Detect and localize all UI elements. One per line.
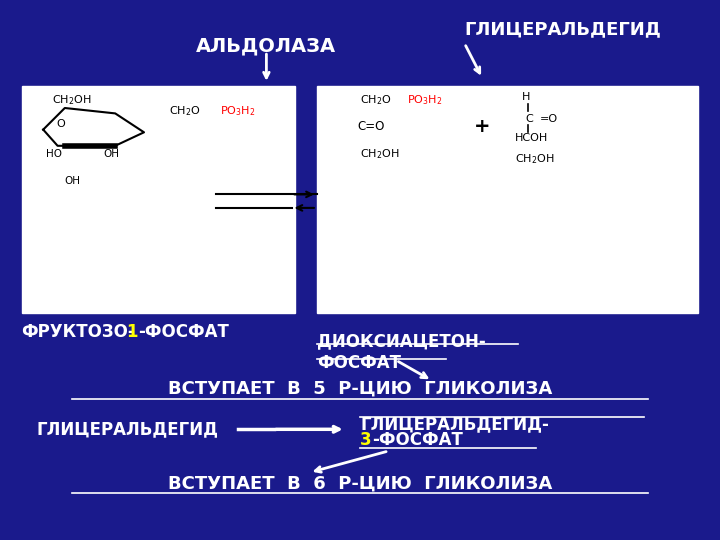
Text: =O: =O: [540, 114, 558, 124]
Text: HO: HO: [46, 149, 62, 159]
Text: ДИОКСИАЦЕТОН-
ФОСФАТ: ДИОКСИАЦЕТОН- ФОСФАТ: [317, 332, 485, 372]
Text: CH$_2$OH: CH$_2$OH: [360, 147, 400, 161]
Text: OH: OH: [104, 149, 120, 159]
Text: CH$_2$OH: CH$_2$OH: [53, 93, 91, 107]
Text: ГЛИЦЕРАЛЬДЕГИД-: ГЛИЦЕРАЛЬДЕГИД-: [360, 415, 549, 433]
Text: 1: 1: [126, 323, 138, 341]
Text: CH$_2$O: CH$_2$O: [360, 93, 392, 107]
Text: HCOH: HCOH: [515, 133, 548, 143]
Text: C: C: [526, 114, 533, 124]
Text: +: +: [474, 117, 490, 137]
Text: ГЛИЦЕРАЛЬДЕГИД: ГЛИЦЕРАЛЬДЕГИД: [36, 420, 218, 438]
Text: ВСТУПАЕТ  В  6  Р-ЦИЮ  ГЛИКОЛИЗА: ВСТУПАЕТ В 6 Р-ЦИЮ ГЛИКОЛИЗА: [168, 474, 552, 492]
Text: H: H: [521, 92, 530, 102]
Text: 3: 3: [360, 431, 372, 449]
Text: ГЛИЦЕРАЛЬДЕГИД: ГЛИЦЕРАЛЬДЕГИД: [464, 21, 661, 39]
FancyBboxPatch shape: [22, 86, 295, 313]
FancyBboxPatch shape: [317, 86, 698, 313]
Text: -ФОСФАТ: -ФОСФАТ: [372, 431, 463, 449]
Text: PO$_3$H$_2$: PO$_3$H$_2$: [407, 93, 442, 107]
Text: C=O: C=O: [357, 120, 384, 133]
Text: O: O: [57, 119, 66, 129]
Text: CH$_2$O: CH$_2$O: [169, 104, 201, 118]
Text: ВСТУПАЕТ  В  5  Р-ЦИЮ  ГЛИКОЛИЗА: ВСТУПАЕТ В 5 Р-ЦИЮ ГЛИКОЛИЗА: [168, 380, 552, 398]
Text: -ФОСФАТ: -ФОСФАТ: [138, 323, 229, 341]
Text: OH: OH: [64, 176, 80, 186]
Text: CH$_2$OH: CH$_2$OH: [515, 152, 554, 166]
Text: PO$_3$H$_2$: PO$_3$H$_2$: [220, 104, 255, 118]
Text: ФРУКТОЗО-: ФРУКТОЗО-: [22, 323, 135, 341]
Text: АЛЬДОЛАЗА: АЛЬДОЛАЗА: [197, 36, 336, 56]
